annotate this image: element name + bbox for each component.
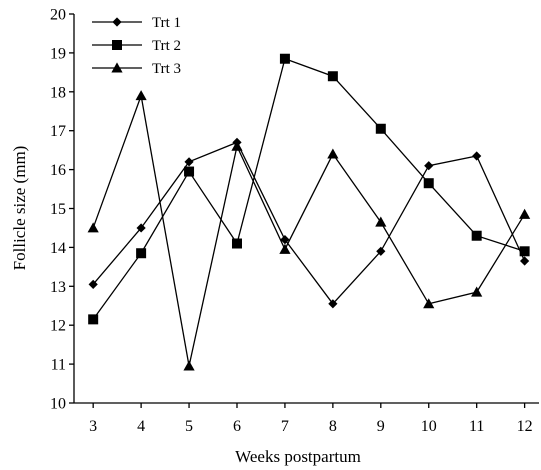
data-point (519, 246, 530, 257)
series-line (92, 93, 526, 367)
data-point (88, 314, 99, 325)
legend-item: Trt 2 (92, 38, 181, 54)
data-point (136, 248, 147, 259)
data-point (327, 148, 339, 159)
y-tick-label: 11 (51, 357, 66, 374)
data-point (471, 286, 483, 297)
y-tick-label: 13 (50, 279, 66, 296)
data-point (471, 230, 482, 241)
y-axis-label: Follicle size (mm) (10, 146, 29, 271)
legend-label: Trt 1 (152, 15, 181, 31)
data-point (184, 157, 194, 167)
series-trt-2 (88, 53, 530, 325)
data-point (375, 216, 387, 227)
data-point (520, 256, 530, 266)
data-point (280, 235, 290, 245)
legend: Trt 1 Trt 2 Trt 3 (92, 15, 181, 77)
x-tick-label: 12 (517, 418, 533, 435)
data-point (231, 140, 243, 151)
series-layer (87, 53, 531, 371)
legend-item: Trt 1 (92, 15, 181, 31)
y-axis-ticks: 10 11 12 13 14 15 16 17 18 19 20 (50, 7, 74, 413)
data-point (376, 246, 386, 256)
series-line (92, 141, 526, 305)
x-tick-label: 6 (233, 418, 241, 435)
data-point (231, 238, 242, 249)
x-tick-label: 3 (89, 418, 97, 435)
plot-area (73, 14, 539, 404)
data-point (88, 279, 98, 289)
x-tick-label: 10 (421, 418, 437, 435)
x-tick-label: 7 (281, 418, 289, 435)
y-tick-label: 20 (50, 7, 66, 24)
series-trt-3 (87, 90, 531, 371)
data-point (136, 223, 146, 233)
x-tick-label: 9 (377, 418, 385, 435)
legend-label: Trt 3 (152, 61, 181, 77)
data-point (328, 299, 338, 309)
x-tick-label: 4 (137, 418, 145, 435)
x-axis-ticks: 3 4 5 6 7 8 9 10 11 12 (89, 403, 533, 435)
x-tick-label: 8 (329, 418, 337, 435)
data-point (279, 53, 290, 64)
legend-marker (112, 40, 122, 50)
data-point (87, 222, 99, 233)
y-tick-label: 17 (50, 123, 66, 140)
data-point (472, 151, 482, 161)
y-tick-label: 16 (50, 162, 66, 179)
x-tick-label: 5 (185, 418, 193, 435)
series-trt-1 (88, 137, 530, 309)
data-point (423, 178, 434, 189)
legend-marker (112, 17, 122, 27)
legend-label: Trt 2 (152, 38, 181, 54)
y-tick-label: 14 (50, 240, 66, 257)
y-tick-label: 18 (50, 84, 66, 101)
series-line (92, 57, 525, 320)
x-tick-label: 11 (469, 418, 484, 435)
data-point (279, 243, 291, 254)
y-tick-label: 10 (50, 396, 66, 413)
x-axis-label: Weeks postpartum (235, 447, 361, 466)
data-point (424, 161, 434, 171)
data-point (135, 90, 147, 101)
data-point (423, 298, 435, 309)
legend-item: Trt 3 (92, 61, 181, 77)
y-tick-label: 19 (50, 45, 66, 62)
data-point (519, 208, 531, 219)
y-tick-label: 15 (50, 201, 66, 218)
data-point (327, 71, 338, 82)
data-point (184, 166, 195, 177)
data-point (375, 123, 386, 134)
legend-marker (111, 62, 123, 73)
data-point (183, 360, 195, 371)
y-tick-label: 12 (50, 318, 66, 335)
